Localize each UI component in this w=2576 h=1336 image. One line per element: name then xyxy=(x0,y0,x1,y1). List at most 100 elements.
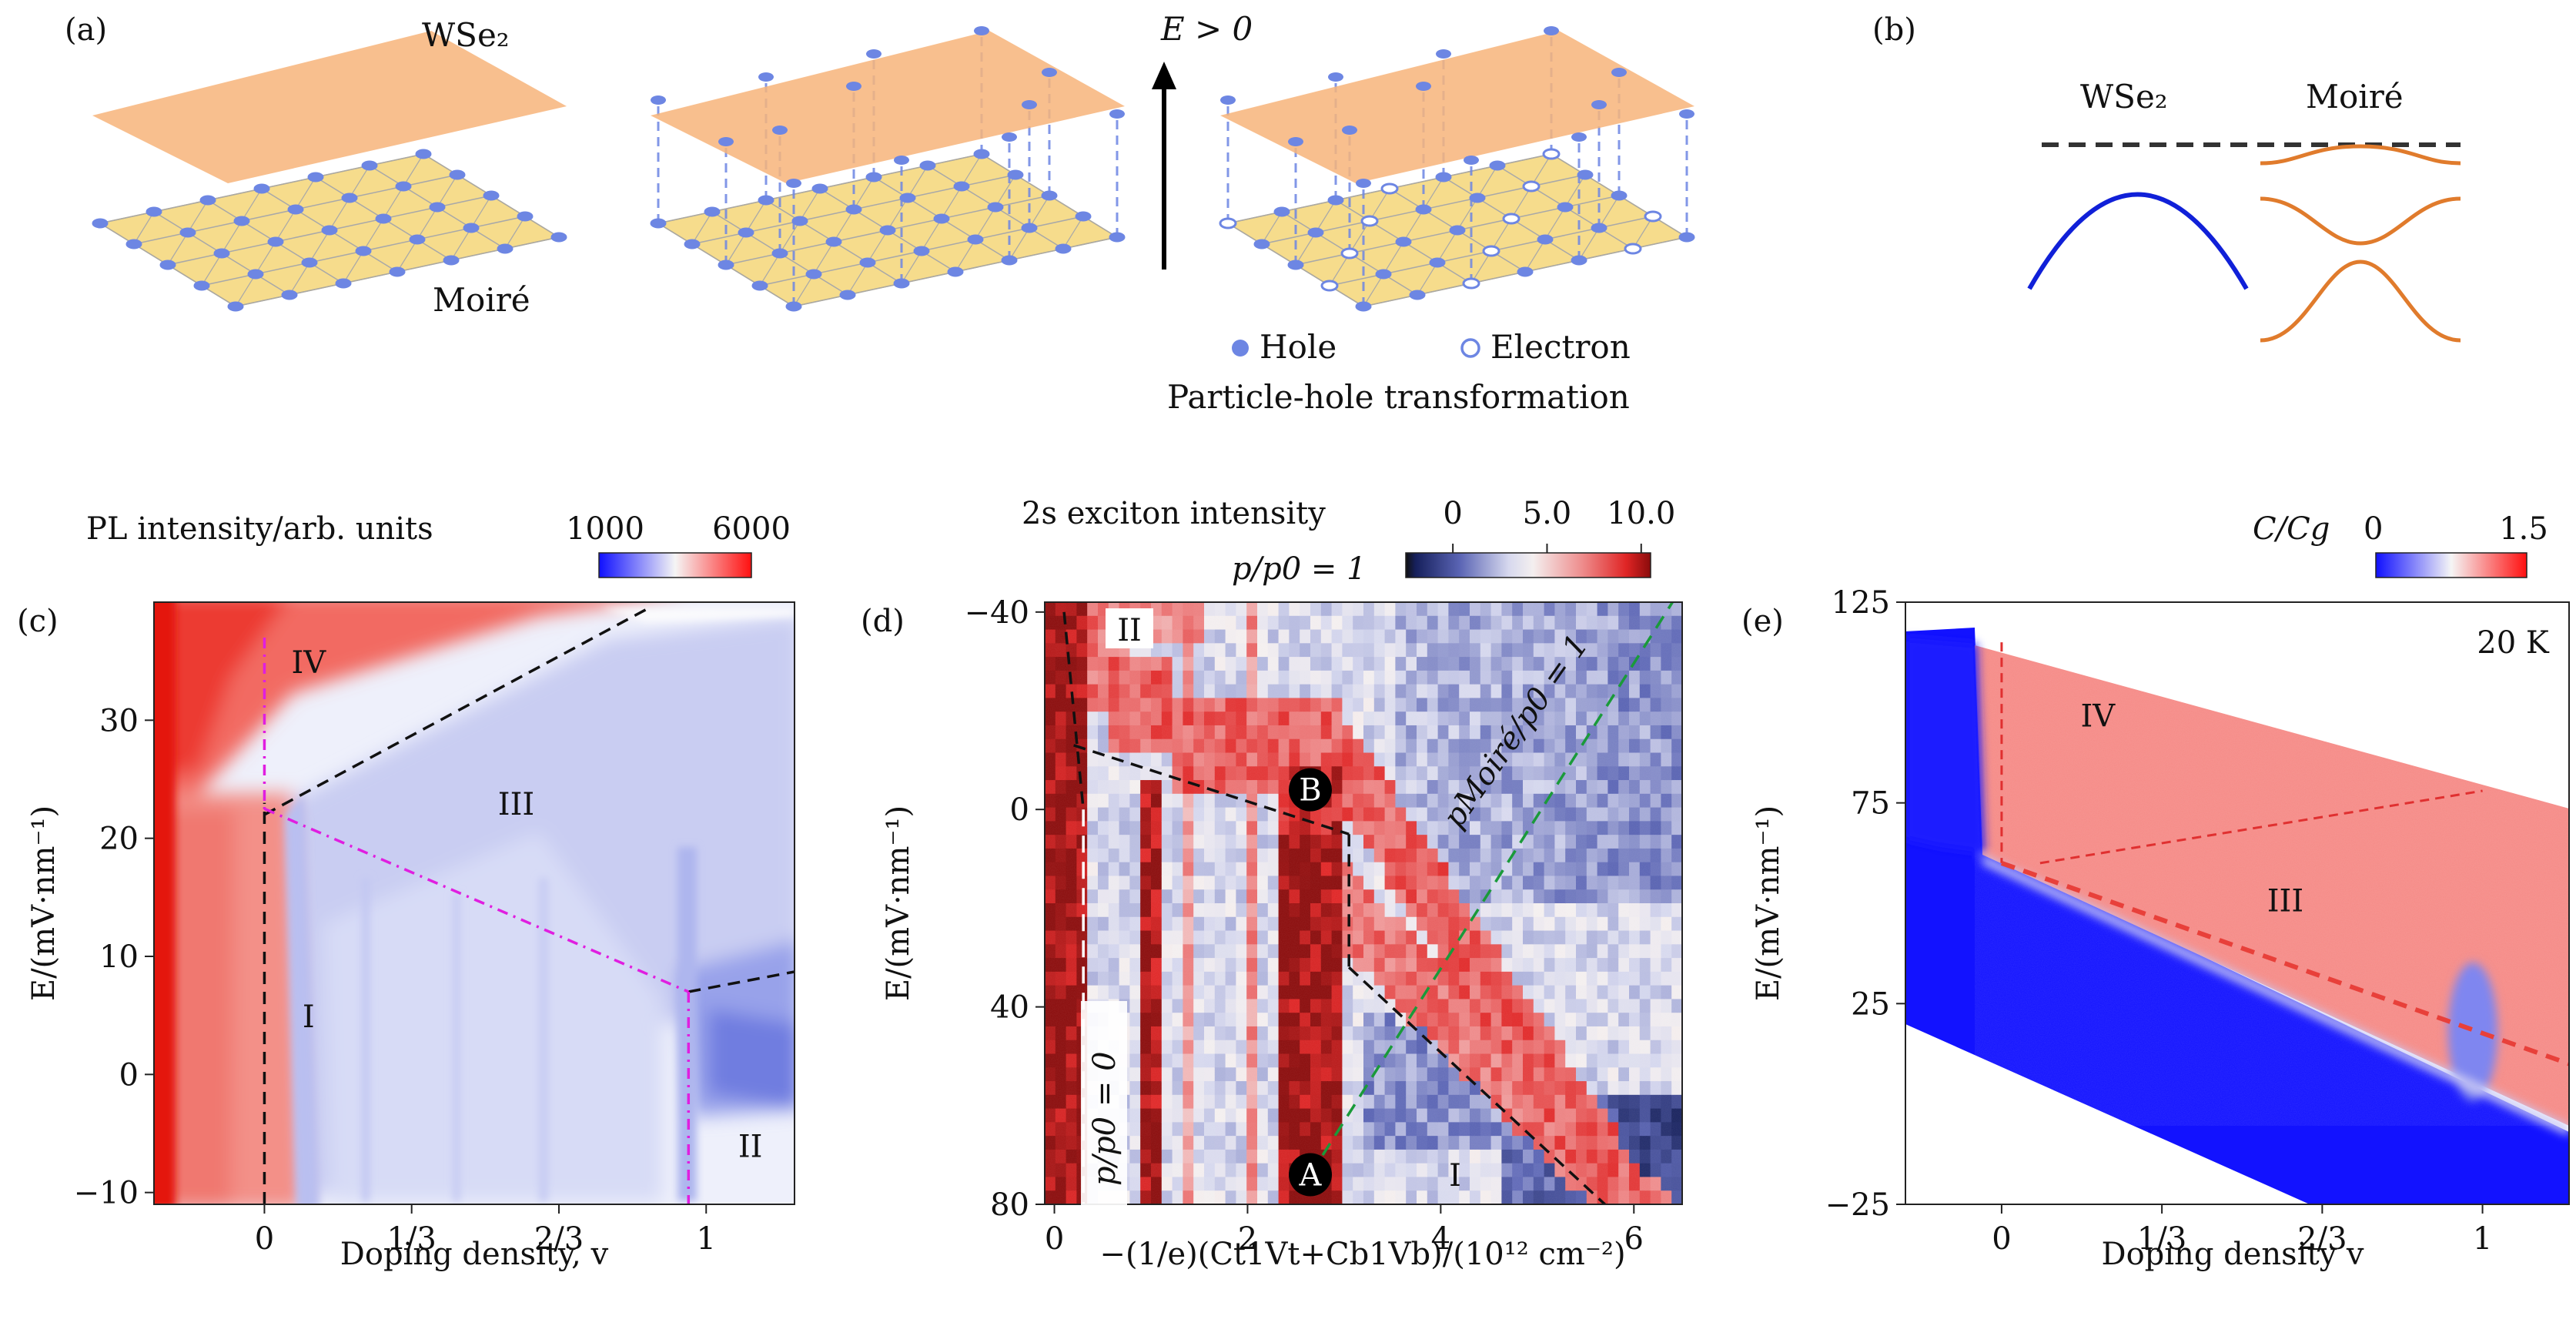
hole-dot xyxy=(1375,269,1392,280)
hole-dot xyxy=(785,301,802,312)
region-label: I xyxy=(303,999,315,1035)
temperature-label: 20 K xyxy=(2477,625,2550,661)
y-tick-label: −10 xyxy=(74,1176,139,1211)
top-hole-dot xyxy=(1328,72,1343,82)
x-tick-label: 1/3 xyxy=(387,1221,437,1257)
hole-dot xyxy=(1489,160,1506,171)
hole-dot xyxy=(1435,172,1452,182)
boundary-line xyxy=(687,970,795,993)
hole-dot xyxy=(247,269,264,280)
panel-label-a: (a) xyxy=(65,12,107,48)
hole-dot xyxy=(463,223,480,233)
wse2-plane xyxy=(92,31,567,183)
hole-dot xyxy=(1449,225,1466,236)
plot-frame-d xyxy=(1044,601,1683,1205)
hole-dot xyxy=(497,243,514,254)
colorbar-c-max-label: 6000 xyxy=(712,511,791,547)
panel-label-e: (e) xyxy=(1741,604,1784,639)
hole-dot xyxy=(1429,257,1446,268)
hole-dot xyxy=(825,236,842,247)
electron-dot xyxy=(1522,180,1541,193)
moire-band-3 xyxy=(2260,259,2461,343)
boundary-line xyxy=(1062,611,1085,810)
colorbar-e-max-label: 1.5 xyxy=(2499,511,2548,547)
colorbar-c-label: PL intensity/arb. units xyxy=(86,511,433,547)
top-hole-dot xyxy=(1220,95,1236,105)
electron-dot xyxy=(1340,247,1359,259)
hole-dot xyxy=(859,257,876,268)
y-axis-label-c: E/(mV·nm⁻¹) xyxy=(26,805,62,1001)
boundary-line xyxy=(2039,789,2483,865)
hole-dot xyxy=(335,278,352,289)
hole-dot xyxy=(287,204,304,215)
legend-a: Hole Electron Particle-hole transformati… xyxy=(1167,328,1631,416)
hole-dot xyxy=(1517,266,1534,277)
electron-dot xyxy=(1542,148,1561,160)
hole-dot xyxy=(1395,236,1412,247)
hole-dot xyxy=(704,206,721,217)
top-hole-dot xyxy=(894,156,909,165)
top-hole-dot xyxy=(1436,49,1451,59)
wse2-band-label: WSe₂ xyxy=(2080,78,2168,116)
hole-dot xyxy=(1041,190,1058,201)
hole-dot xyxy=(1001,255,1018,266)
hole-dot xyxy=(179,227,196,238)
region-label: IV xyxy=(2081,699,2116,735)
colorbar-e-min-label: 0 xyxy=(2364,511,2383,547)
p-ratio-top-label: p/p0 = 1 xyxy=(1232,551,1367,587)
y-tick-label: 80 xyxy=(990,1187,1029,1223)
heatmap-d xyxy=(1045,602,1682,1204)
electron-dot xyxy=(1644,210,1662,223)
hole-dot xyxy=(361,160,378,171)
hole-dot xyxy=(987,202,1004,213)
top-hole-dot xyxy=(1591,100,1607,109)
caption-label: Particle-hole transformation xyxy=(1167,378,1630,416)
legend-electron-label: Electron xyxy=(1490,328,1631,366)
hole-dot xyxy=(718,259,734,270)
p-ratio-zero-label: p/p0 = 0 xyxy=(1087,1051,1122,1186)
top-hole-dot xyxy=(758,72,774,82)
legend-hole-label: Hole xyxy=(1260,328,1337,366)
top-hole-dot xyxy=(1356,179,1371,188)
x-tick-label: 0 xyxy=(1992,1221,2011,1257)
colorbar-e xyxy=(2375,552,2527,578)
top-hole-dot xyxy=(1109,109,1125,119)
x-axis-label-d: −(1/e)(Ct1Vt+Cb1Vb)/(10¹² cm⁻²) xyxy=(1099,1237,1625,1272)
electron-dot xyxy=(1360,215,1379,227)
top-hole-dot xyxy=(1571,132,1587,142)
heatmap-e xyxy=(1905,602,2569,1204)
x-tick-label: 6 xyxy=(1624,1221,1644,1257)
hole-dot xyxy=(355,246,372,256)
lattice-schematics xyxy=(92,26,1695,312)
hole-dot xyxy=(253,183,270,194)
colorbar-d-tick-label: 0 xyxy=(1443,496,1462,531)
hole-dot xyxy=(865,172,882,182)
y-axis-label-e: E/(mV·nm⁻¹) xyxy=(1751,805,1786,1001)
hole-dot xyxy=(395,181,412,192)
hole-dot xyxy=(1577,169,1594,180)
hole-dot xyxy=(1007,169,1024,180)
hole-dot xyxy=(233,216,250,226)
hole-dot xyxy=(811,183,828,194)
y-tick-label: 40 xyxy=(990,990,1029,1026)
hole-dot xyxy=(321,225,338,236)
hole-dot xyxy=(771,248,788,259)
region-label: III xyxy=(498,787,534,822)
marker-point-A xyxy=(1289,1153,1332,1197)
hole-dot xyxy=(1557,202,1574,213)
hole-dot xyxy=(483,190,500,201)
plot-frame-e xyxy=(1905,601,2570,1205)
hole-dot xyxy=(1591,223,1607,233)
electron-dot xyxy=(1462,277,1480,290)
hole-dot xyxy=(375,213,392,224)
x-tick-label: 2 xyxy=(1238,1221,1257,1257)
field-label: E > 0 xyxy=(1160,10,1253,48)
x-tick-label: 0 xyxy=(255,1221,274,1257)
y-tick-label: 0 xyxy=(119,1057,139,1093)
panel-d: (d) 2s exciton intensity 0 5.0 10.0 p/p0 =… xyxy=(861,496,1683,1272)
top-hole-dot xyxy=(1342,126,1357,135)
hole-dot xyxy=(227,301,244,312)
hole-dot xyxy=(449,169,466,180)
